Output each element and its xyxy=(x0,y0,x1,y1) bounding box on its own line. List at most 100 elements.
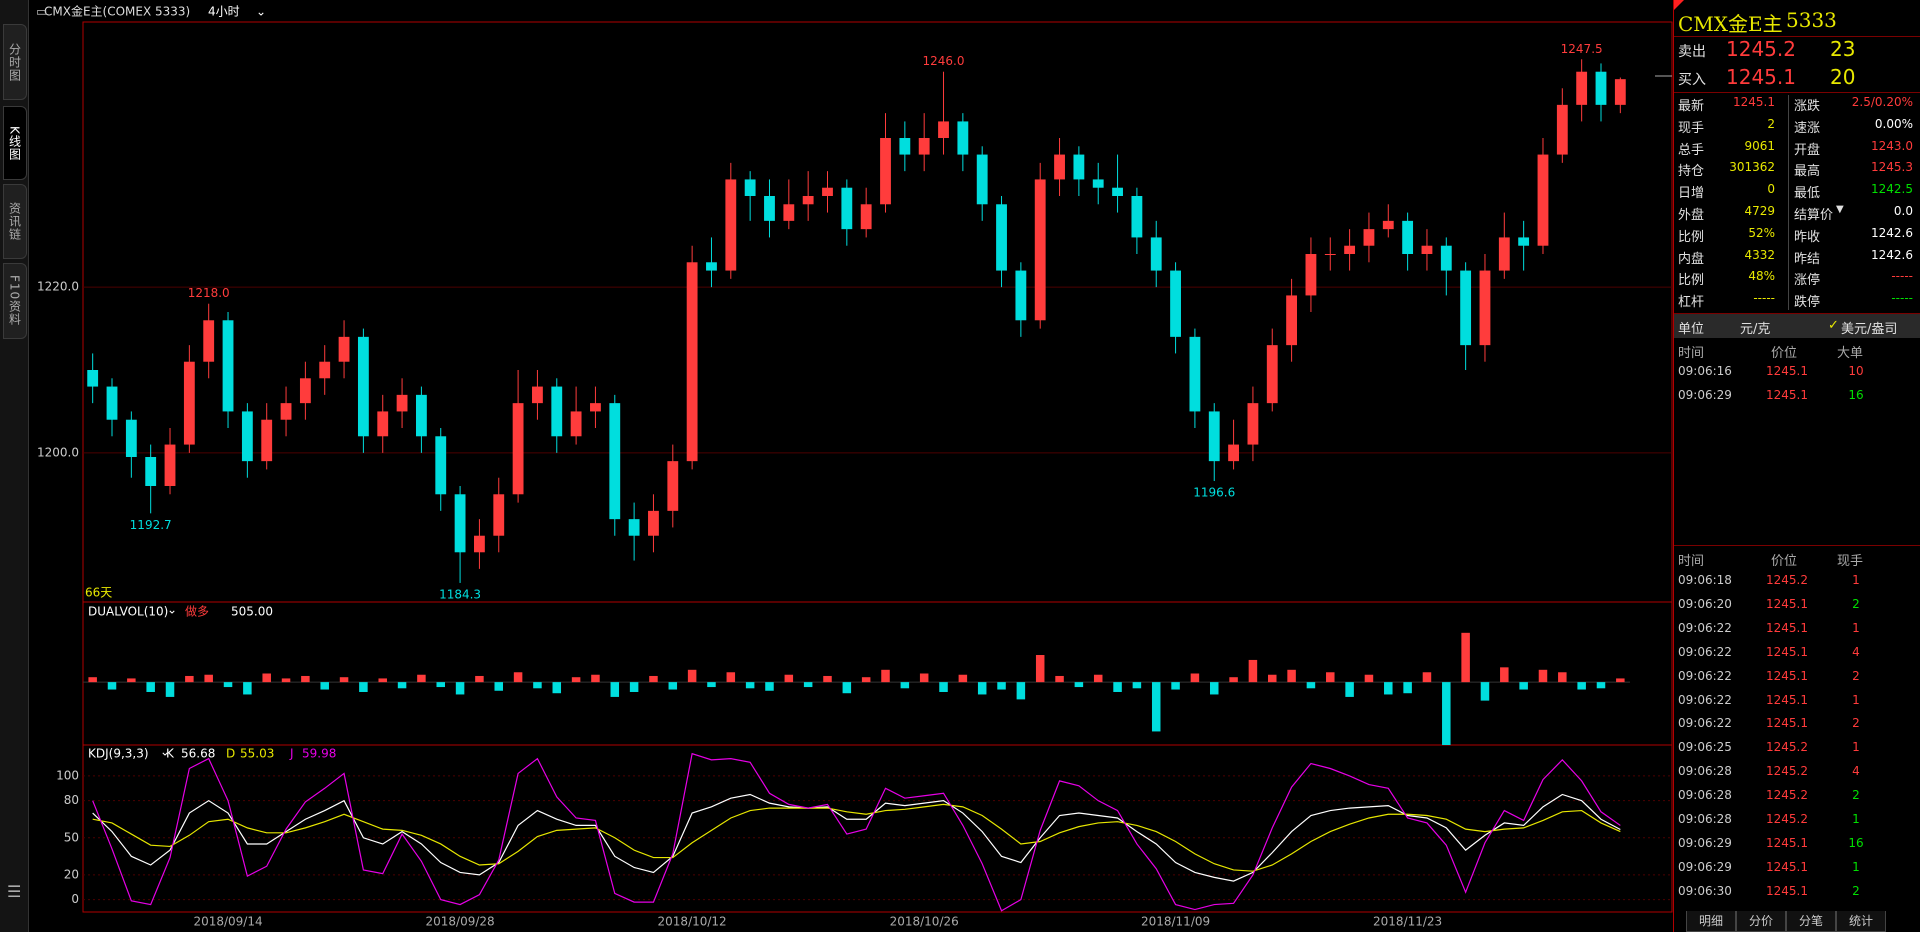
list-size: 2 xyxy=(1852,883,1860,898)
tab-f10[interactable]: F10资料 xyxy=(3,263,27,339)
tab-kline[interactable]: K线图 xyxy=(3,106,27,180)
quote-value: ----- xyxy=(1753,291,1775,306)
volume-bar xyxy=(707,682,716,688)
candle-body xyxy=(1498,237,1510,271)
quote-label: 外盘 xyxy=(1678,208,1705,223)
x-tick-label: 2018/11/09 xyxy=(1141,915,1210,929)
volume-bar xyxy=(417,674,426,683)
quote-label: 现手 xyxy=(1678,120,1705,136)
volume-bar xyxy=(861,677,871,683)
background xyxy=(0,0,1673,932)
menu-icon[interactable]: ☰ xyxy=(7,882,22,901)
list-time: 09:06:22 xyxy=(1678,644,1732,659)
y-tick-label: 1200.0 xyxy=(37,445,79,459)
corner-mark xyxy=(1674,0,1684,10)
tab-stats[interactable]: 统计 xyxy=(1836,911,1886,932)
volume-bar xyxy=(1538,669,1548,683)
candle-body xyxy=(802,196,814,205)
list-time: 09:06:22 xyxy=(1678,692,1732,707)
period-caret[interactable]: ⌄ xyxy=(256,5,266,19)
quote-label: 涨跌 xyxy=(1794,99,1821,114)
period-label: 66天 xyxy=(85,586,112,600)
volume-bar xyxy=(1093,674,1103,683)
x-tick-label: 2018/09/14 xyxy=(193,915,262,929)
candle-body xyxy=(822,187,833,196)
list-size: 1 xyxy=(1852,812,1860,826)
candle-body xyxy=(938,121,949,138)
candle-body xyxy=(706,262,717,271)
volume-bar xyxy=(339,677,349,683)
legend-value: 55.03 xyxy=(240,747,274,761)
list-time: 09:06:22 xyxy=(1678,620,1732,635)
volume-bar xyxy=(919,673,929,683)
list-price: 1245.2 xyxy=(1766,812,1808,826)
candle-body xyxy=(860,204,872,230)
candle-body xyxy=(1537,154,1549,246)
unit-alt[interactable]: 美元/盎司 xyxy=(1841,322,1898,337)
candle-body xyxy=(87,370,99,387)
volume-bar xyxy=(1480,682,1490,701)
list-price: 1245.2 xyxy=(1766,764,1808,779)
list-size: 1 xyxy=(1852,620,1860,635)
list-time: 09:06:18 xyxy=(1678,573,1732,587)
kdj-line xyxy=(92,793,1621,882)
list-price: 1245.1 xyxy=(1766,716,1808,731)
list-size: 16 xyxy=(1848,835,1864,850)
candle-body xyxy=(415,394,427,437)
volume-bar xyxy=(1268,674,1277,683)
tab-ticks[interactable]: 分笔 xyxy=(1786,911,1836,932)
quote-label: 涨停 xyxy=(1794,273,1821,289)
candle-body xyxy=(1614,79,1626,105)
list-size: 1 xyxy=(1852,692,1860,707)
volume-bar xyxy=(243,682,252,695)
candle-body xyxy=(899,138,911,155)
volume-bar xyxy=(1403,682,1412,694)
window-icon: ▭ xyxy=(36,5,47,19)
volume-bar xyxy=(997,682,1006,690)
list-price: 1245.1 xyxy=(1766,692,1808,707)
tab-detail[interactable]: 明细 xyxy=(1686,911,1736,932)
period-select[interactable]: 4小时 xyxy=(208,5,240,19)
volume-bar xyxy=(88,677,97,683)
candle-body xyxy=(164,444,176,486)
legend-name: K xyxy=(166,747,175,761)
volume-bar xyxy=(185,675,194,683)
unit-value[interactable]: 元/克 xyxy=(1740,322,1771,337)
volume-bar xyxy=(281,678,291,683)
indicator-title: DUALVOL(10) xyxy=(88,605,168,619)
volume-bar xyxy=(552,682,562,694)
volume-bar xyxy=(262,673,271,683)
list-price: 1245.1 xyxy=(1766,620,1808,635)
quote-value: 2.5/0.20% xyxy=(1851,95,1913,109)
volume-bar xyxy=(1055,675,1064,683)
candle-body xyxy=(841,187,853,230)
legend-value: 56.68 xyxy=(181,747,215,761)
quote-value: 2 xyxy=(1767,116,1775,131)
volume-bar xyxy=(1151,682,1161,732)
candle-body xyxy=(918,138,930,155)
list-header: 时间 xyxy=(1678,554,1705,569)
candle-body xyxy=(145,457,157,486)
list-price: 1245.1 xyxy=(1766,596,1808,611)
unit-check: ✓ xyxy=(1828,318,1839,333)
volume-bar xyxy=(1442,682,1451,745)
indicator-caret: ⌄ xyxy=(160,745,170,759)
ask-price: 1245.2 xyxy=(1726,37,1796,61)
quote-label: 最低 xyxy=(1794,186,1821,202)
volume-bar xyxy=(745,682,755,689)
kdj-line xyxy=(92,803,1621,872)
candle-body xyxy=(1556,104,1568,155)
chart-area: CMX金E主(COMEX 5333) ▭ 4小时 ⌄ 1200.0 1220.0 1… xyxy=(0,0,1673,932)
volume-bar xyxy=(1229,677,1238,683)
tab-price[interactable]: 分价 xyxy=(1736,911,1786,932)
candle-body xyxy=(609,403,621,520)
volume-bar xyxy=(1326,672,1335,683)
list-time: 09:06:28 xyxy=(1678,788,1732,803)
tab-news[interactable]: 资讯链 xyxy=(3,184,27,259)
volume-bar xyxy=(726,672,736,683)
list-size: 1 xyxy=(1852,573,1860,587)
list-time: 09:06:28 xyxy=(1678,764,1732,779)
candle-body xyxy=(957,121,969,155)
volume-bar xyxy=(977,682,987,695)
tab-minute[interactable]: 分时图 xyxy=(3,24,27,100)
